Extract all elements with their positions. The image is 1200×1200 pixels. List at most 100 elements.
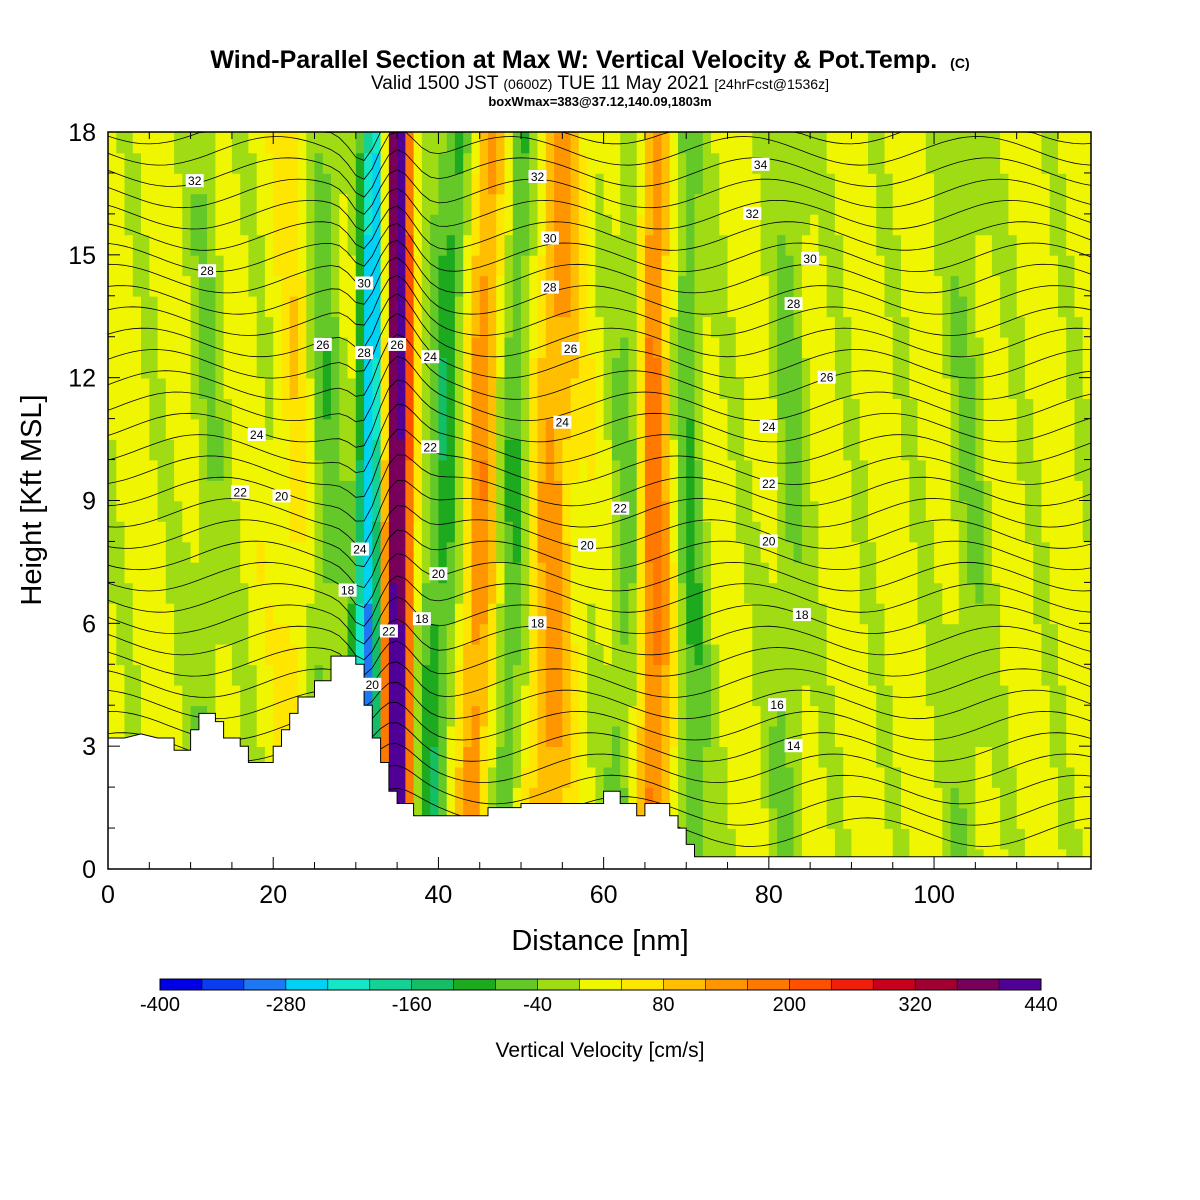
- velocity-cell: [388, 459, 398, 481]
- velocity-cell: [554, 664, 564, 686]
- velocity-cell: [397, 766, 407, 788]
- velocity-cell: [653, 623, 663, 645]
- velocity-cell: [157, 664, 167, 686]
- velocity-cell: [157, 643, 167, 666]
- velocity-cell: [182, 561, 192, 584]
- velocity-cell: [934, 439, 944, 461]
- velocity-cell: [603, 643, 613, 666]
- velocity-cell: [752, 807, 762, 829]
- velocity-cell: [1066, 480, 1076, 502]
- velocity-cell: [231, 643, 241, 666]
- velocity-cell: [653, 561, 663, 584]
- velocity-cell: [413, 561, 423, 584]
- velocity-cell: [347, 480, 357, 502]
- velocity-cell: [149, 357, 159, 379]
- velocity-cell: [537, 684, 547, 707]
- velocity-cell: [711, 541, 721, 563]
- velocity-cell: [909, 643, 919, 666]
- velocity-cell: [355, 561, 365, 584]
- velocity-cell: [826, 377, 836, 399]
- velocity-cell: [463, 295, 473, 318]
- velocity-cell: [744, 234, 754, 256]
- velocity-cell: [851, 561, 861, 584]
- velocity-cell: [768, 480, 778, 502]
- velocity-cell: [851, 664, 861, 686]
- velocity-cell: [1074, 213, 1084, 236]
- velocity-cell: [901, 377, 911, 399]
- velocity-cell: [223, 459, 233, 481]
- velocity-cell: [661, 275, 671, 297]
- velocity-cell: [438, 336, 448, 358]
- svg-text:18: 18: [341, 584, 355, 598]
- velocity-cell: [702, 664, 712, 686]
- velocity-cell: [818, 132, 828, 154]
- velocity-cell: [1016, 357, 1026, 379]
- velocity-cell: [141, 684, 151, 707]
- velocity-cell: [793, 418, 803, 440]
- velocity-cell: [925, 336, 935, 358]
- velocity-cell: [124, 459, 134, 481]
- velocity-cell: [768, 172, 778, 195]
- velocity-cell: [686, 398, 696, 420]
- velocity-cell: [859, 787, 869, 809]
- velocity-cell: [529, 582, 539, 604]
- velocity-cell: [735, 295, 745, 318]
- velocity-cell: [463, 623, 473, 645]
- velocity-cell: [793, 213, 803, 236]
- velocity-cell: [165, 336, 175, 358]
- velocity-cell: [446, 254, 456, 277]
- velocity-cell: [182, 132, 192, 154]
- velocity-cell: [1082, 213, 1091, 236]
- velocity-cell: [554, 254, 564, 277]
- velocity-cell: [661, 582, 671, 604]
- velocity-cell: [124, 193, 134, 215]
- velocity-cell: [711, 377, 721, 399]
- velocity-cell: [405, 480, 415, 502]
- velocity-cell: [810, 623, 820, 645]
- velocity-cell: [661, 725, 671, 747]
- velocity-cell: [760, 602, 770, 625]
- velocity-cell: [686, 561, 696, 584]
- velocity-cell: [1033, 439, 1043, 461]
- velocity-cell: [917, 561, 927, 584]
- velocity-cell: [397, 623, 407, 645]
- velocity-cell: [983, 643, 993, 666]
- velocity-cell: [1066, 582, 1076, 604]
- velocity-cell: [521, 439, 531, 461]
- velocity-cell: [818, 643, 828, 666]
- velocity-cell: [116, 582, 126, 604]
- velocity-cell: [793, 480, 803, 502]
- velocity-cell: [504, 213, 514, 236]
- velocity-cell: [843, 357, 853, 379]
- velocity-cell: [892, 807, 902, 829]
- velocity-cell: [901, 705, 911, 727]
- velocity-cell: [223, 213, 233, 236]
- velocity-cell: [545, 132, 555, 154]
- velocity-cell: [843, 480, 853, 502]
- theta-contour-line: [108, 575, 1091, 627]
- velocity-cell: [719, 828, 729, 850]
- velocity-cell: [661, 439, 671, 461]
- velocity-cell: [388, 316, 398, 338]
- velocity-cell: [256, 357, 266, 379]
- velocity-cell: [388, 643, 398, 666]
- velocity-cell: [934, 623, 944, 645]
- velocity-cell: [917, 254, 927, 277]
- velocity-cell: [463, 459, 473, 481]
- velocity-cell: [132, 643, 142, 666]
- velocity-cell: [1049, 213, 1059, 236]
- velocity-cell: [306, 664, 316, 686]
- velocity-cell: [578, 725, 588, 747]
- velocity-cell: [207, 336, 217, 358]
- velocity-cell: [174, 602, 184, 625]
- velocity-cell: [603, 561, 613, 584]
- velocity-cell: [289, 500, 299, 522]
- velocity-cell: [512, 398, 522, 420]
- velocity-cell: [694, 275, 704, 297]
- velocity-cell: [132, 582, 142, 604]
- velocity-cell: [289, 316, 299, 338]
- colorbar-swatch: [663, 979, 706, 990]
- velocity-cell: [686, 643, 696, 666]
- velocity-cell: [537, 541, 547, 563]
- velocity-cell: [397, 684, 407, 707]
